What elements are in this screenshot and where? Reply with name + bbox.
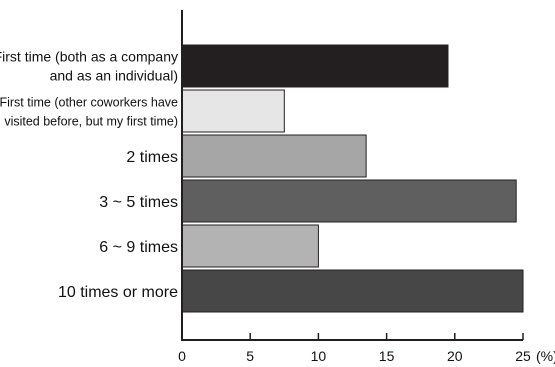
x-unit-label: (%)	[536, 348, 555, 364]
x-tick-label-0: 0	[178, 348, 186, 364]
bar-0	[181, 44, 449, 88]
category-label-1-line-0: First time (other coworkers have	[0, 96, 178, 110]
bar-5	[181, 269, 524, 313]
bar-4	[181, 224, 319, 268]
x-tick-label-2: 10	[311, 348, 327, 364]
x-tick-label-4: 20	[447, 348, 463, 364]
category-label-3: 3 ~ 5 times	[99, 194, 178, 211]
bar-2	[181, 134, 367, 178]
category-label-2: 2 times	[126, 149, 178, 166]
bar-1	[181, 89, 285, 133]
x-tick-label-1: 5	[246, 348, 254, 364]
x-tick-label-5: 25	[515, 348, 531, 364]
category-label-0-line-0: First time (both as a company	[0, 49, 178, 65]
category-label-5: 10 times or more	[58, 284, 178, 301]
axes-group: 0 5 10 15 20 25 (%)	[178, 10, 555, 364]
bar-3	[181, 179, 517, 223]
bars-group	[181, 44, 524, 313]
category-label-0-line-1: and as an individual)	[50, 68, 178, 84]
x-tick-label-3: 15	[379, 348, 395, 364]
category-label-1-line-1: visited before, but my first time)	[4, 115, 178, 129]
category-labels-group: First time (both as a company and as an i…	[0, 49, 178, 302]
category-label-4: 6 ~ 9 times	[99, 239, 178, 256]
